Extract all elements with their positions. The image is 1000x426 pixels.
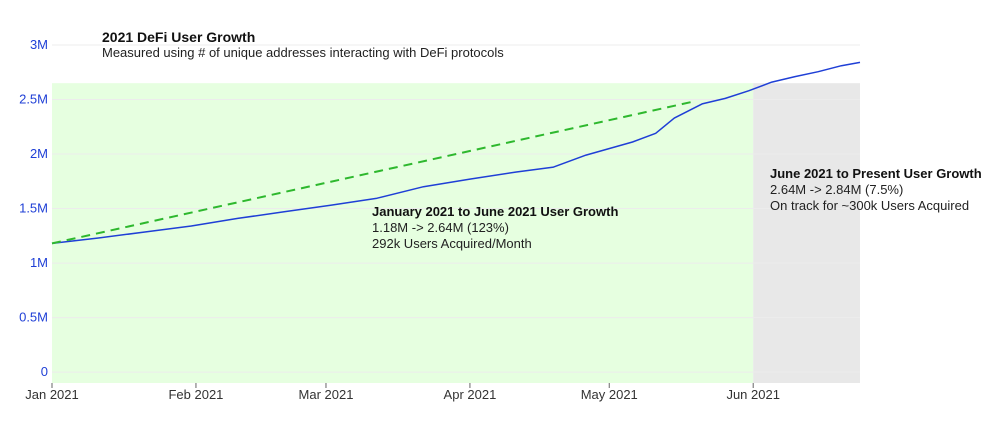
y-tick-label: 1.5M xyxy=(19,201,48,216)
series-layer xyxy=(51,61,861,245)
y-tick-label: 0 xyxy=(41,364,48,379)
y-tick-label: 3M xyxy=(30,37,48,52)
y-tick-label: 0.5M xyxy=(19,310,48,325)
trend-line-dashed xyxy=(51,100,694,245)
y-tick-label: 2M xyxy=(30,146,48,161)
x-tick-label: Apr 2021 xyxy=(444,387,497,402)
y-tick-label: 1M xyxy=(30,255,48,270)
x-tick-label: Mar 2021 xyxy=(299,387,354,402)
chart-title: 2021 DeFi User Growth xyxy=(102,29,255,45)
annotation-jun-present-line-2: On track for ~300k Users Acquired xyxy=(770,198,969,213)
annotation-jan-jun-title: January 2021 to June 2021 User Growth xyxy=(372,204,618,219)
annotation-jun-present-line-1: 2.64M -> 2.84M (7.5%) xyxy=(770,182,903,197)
shaded-region-0 xyxy=(52,83,754,384)
annotation-jun-present-title: June 2021 to Present User Growth xyxy=(770,166,982,181)
x-tick-label: Jun 2021 xyxy=(726,387,780,402)
annotation-jan-jun-line-2: 292k Users Acquired/Month xyxy=(372,236,532,251)
x-axis-ticks: Jan 2021 Feb 2021 Mar 2021 Apr 2021 May 2021… xyxy=(25,383,780,402)
x-tick-label: May 2021 xyxy=(581,387,638,402)
shaded-regions xyxy=(52,83,860,384)
users-growth-line xyxy=(51,61,861,245)
annotation-jan-jun: January 2021 to June 2021 User Growth 1.… xyxy=(372,204,618,251)
chart-subtitle: Measured using # of unique addresses int… xyxy=(102,45,504,60)
y-axis-ticks: 0 0.5M 1M 1.5M 2M 2.5M 3M xyxy=(19,37,48,379)
gridlines xyxy=(52,44,860,373)
annotation-jun-present: June 2021 to Present User Growth 2.64M -… xyxy=(770,166,982,213)
x-tick-label: Feb 2021 xyxy=(168,387,223,402)
y-tick-label: 2.5M xyxy=(19,92,48,107)
shaded-region-1 xyxy=(753,83,860,384)
annotation-jan-jun-line-1: 1.18M -> 2.64M (123%) xyxy=(372,220,509,235)
x-tick-label: Jan 2021 xyxy=(25,387,79,402)
